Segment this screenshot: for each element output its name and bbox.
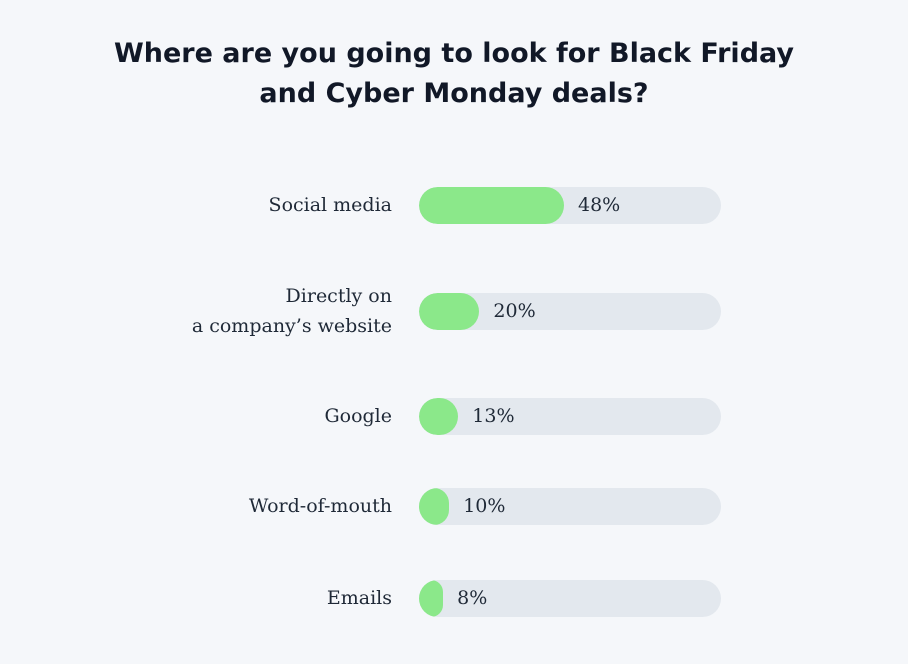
category-label: Word-of-mouth [249,491,392,521]
category-label: Social media [269,190,392,220]
category-label: Emails [327,583,392,613]
bar-track [419,186,721,224]
value-label: 20% [493,299,536,322]
value-label: 13% [472,404,515,427]
category-label-line: Google [324,405,392,427]
bar-track [419,579,721,617]
bar-fill [419,579,444,617]
value-label: 10% [463,494,506,517]
category-label: Google [324,401,392,431]
bar-track [419,292,721,330]
chart-title-line-1: Where are you going to look for Black Fr… [113,38,795,69]
bar-fill [419,292,480,330]
category-label-line: Directly on [285,285,392,307]
category-label: Directly on a company’s website [192,281,392,341]
bar-track [419,397,721,435]
category-label-line: Emails [326,587,392,609]
chart-title-line-2: and Cyber Monday deals? [259,78,649,109]
value-label: 8% [457,586,488,609]
chart-title: Where are you going to look for Black Fr… [0,34,908,114]
bar-fill [419,397,459,435]
bar-fill [419,186,564,224]
category-label-line: Social media [268,194,392,216]
category-label-line: a company’s website [191,315,392,337]
value-label: 48% [578,193,621,216]
category-label-line: Word-of-mouth [248,495,392,517]
bar-track [419,487,721,525]
bar-fill [419,487,450,525]
